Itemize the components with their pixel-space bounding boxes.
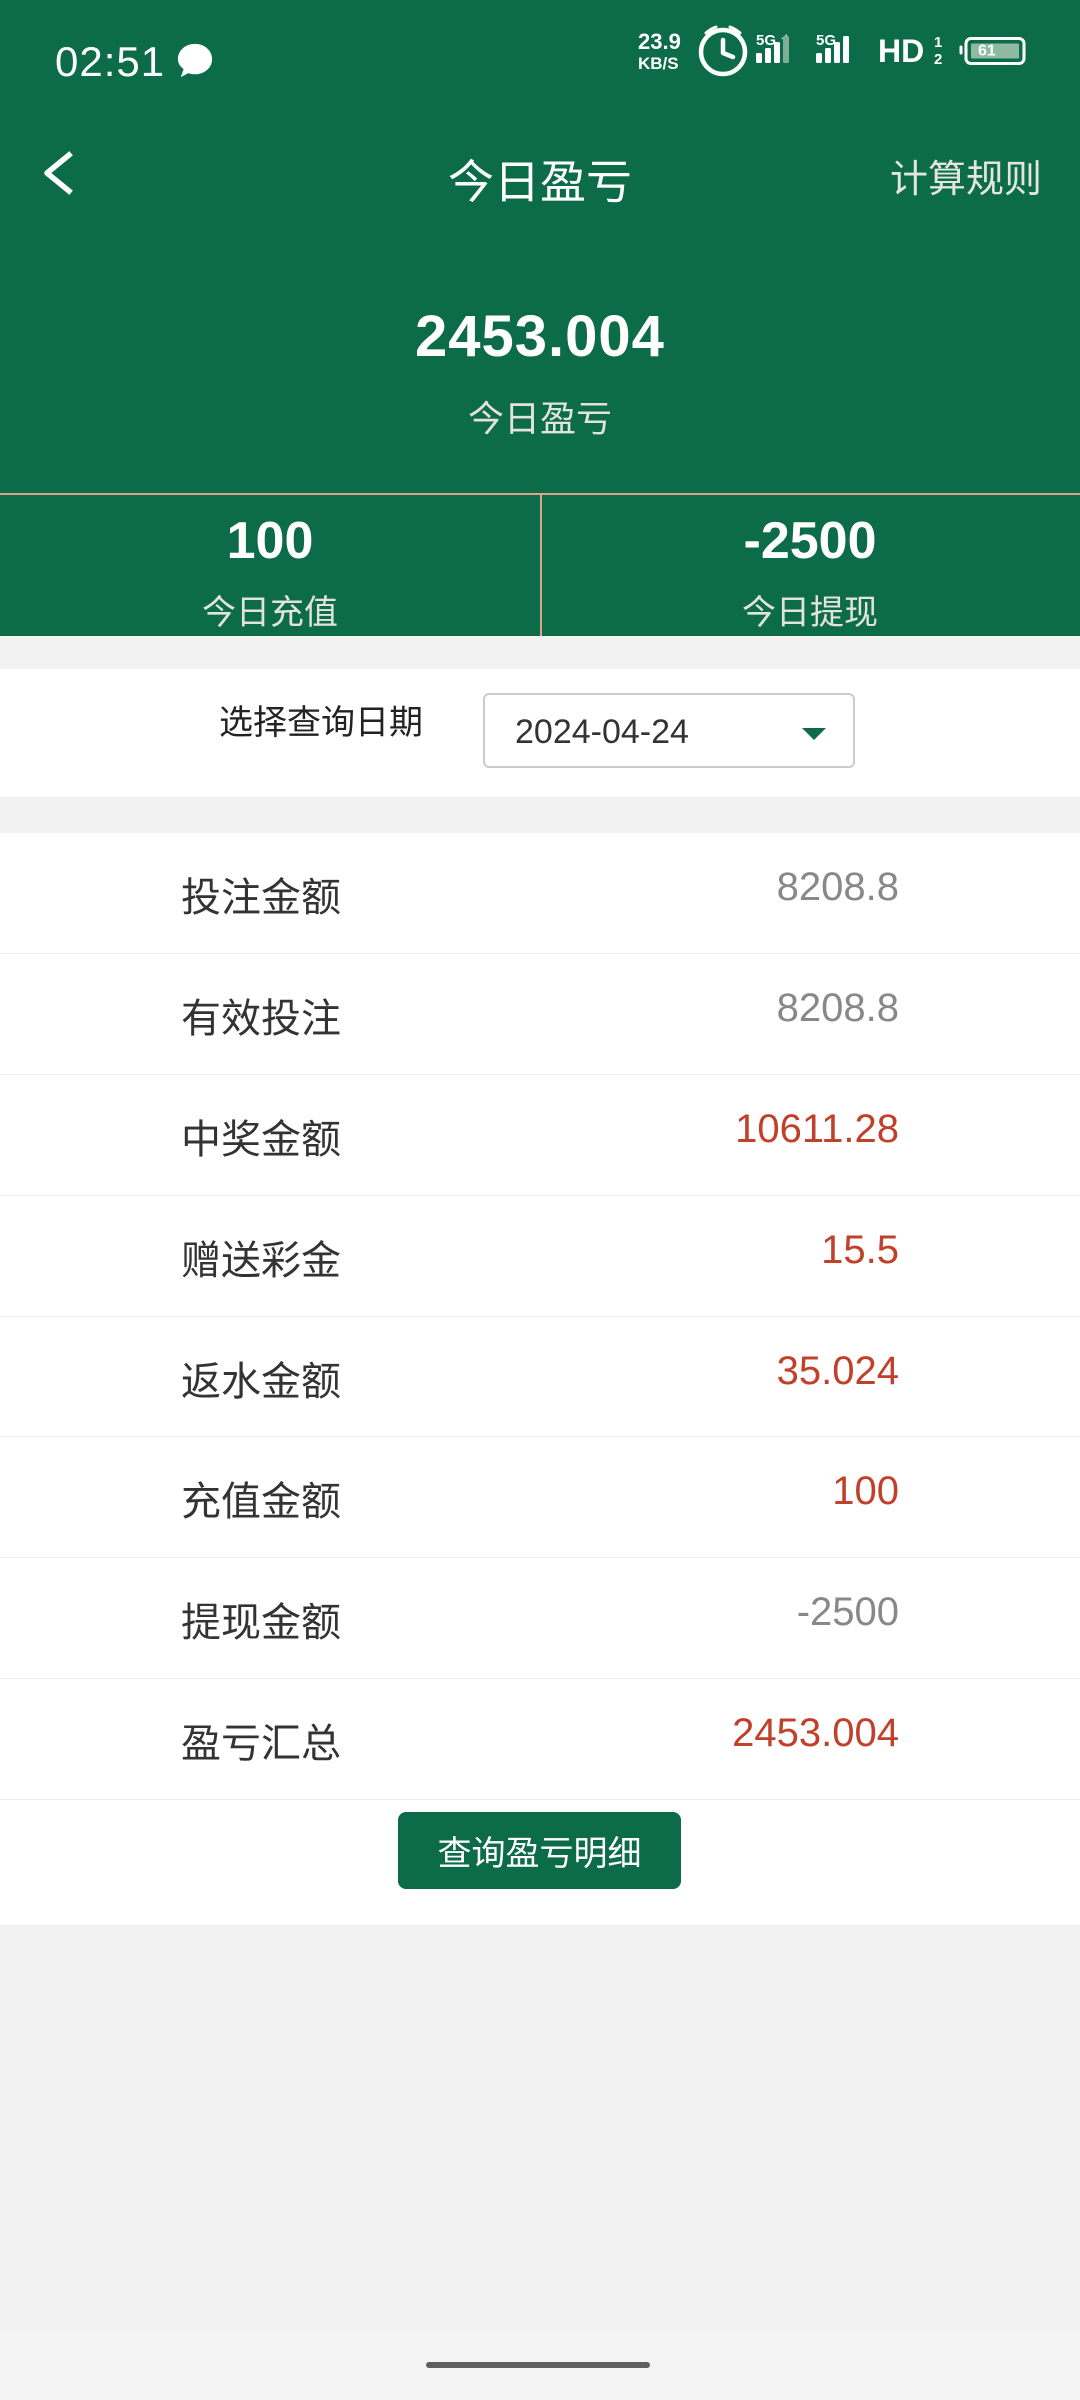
svg-text:5G: 5G [816,32,836,49]
svg-text:KB/S: KB/S [638,54,679,73]
svg-text:5G: 5G [756,32,776,49]
svg-text:HD: HD [878,33,924,69]
svg-text:1: 1 [934,34,942,51]
svg-text:2: 2 [934,51,942,68]
svg-text:23.9: 23.9 [638,29,681,54]
svg-text:61: 61 [978,43,996,60]
